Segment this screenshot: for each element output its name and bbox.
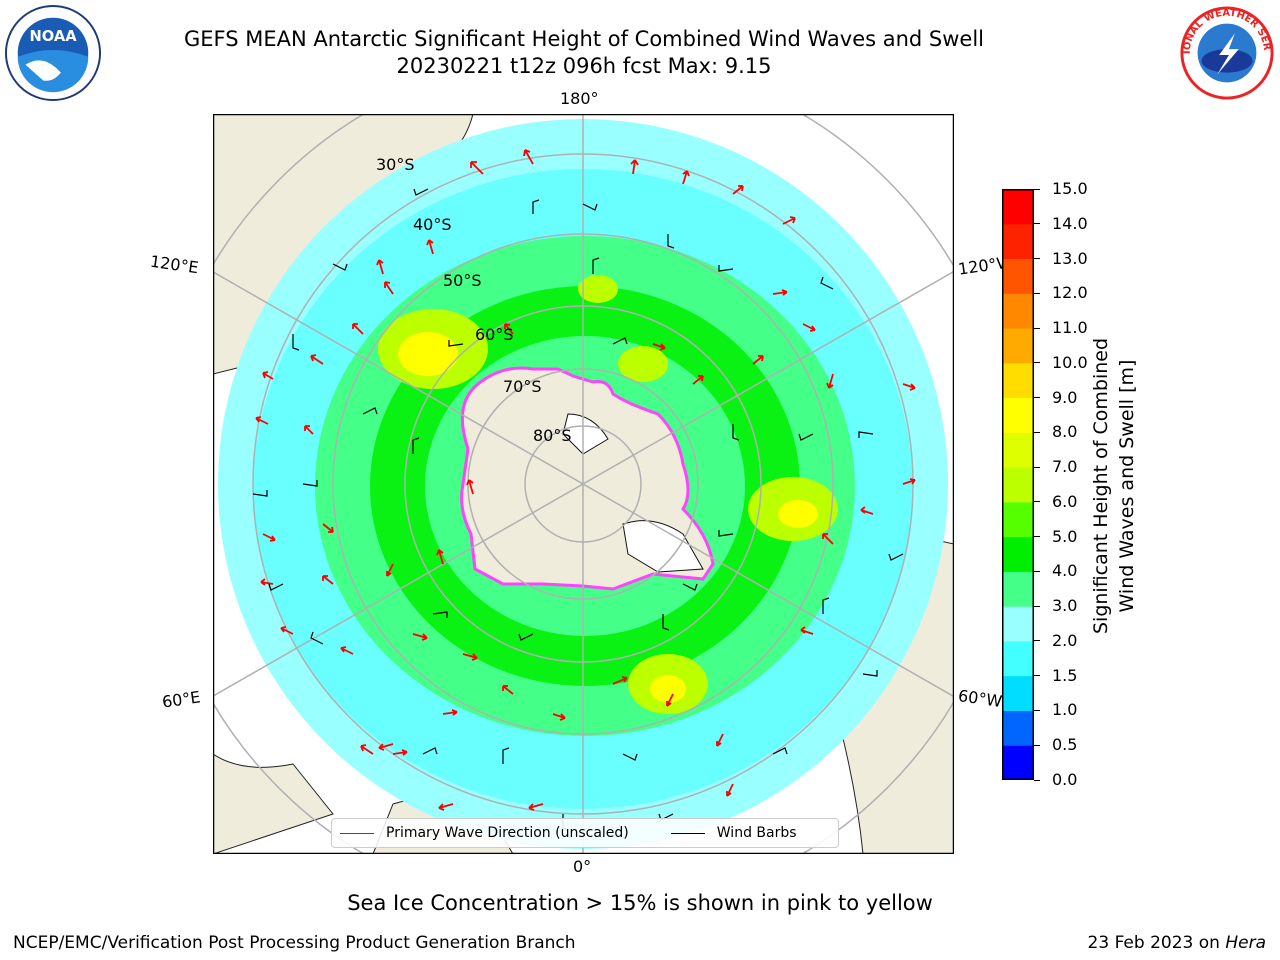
- colorbar-tick-mark: [1034, 327, 1040, 329]
- lon-label-60e: 60°E: [160, 687, 202, 712]
- lon-label-180: 180°: [560, 89, 599, 108]
- colorbar-tick-mark: [1034, 292, 1040, 294]
- colorbar-tick-label: 5.0: [1052, 526, 1078, 546]
- colorbar-tick-mark: [1034, 570, 1040, 572]
- legend-wind-label: Wind Barbs: [716, 825, 797, 841]
- colorbar-segment: [1002, 571, 1034, 607]
- sea-ice-edge: [460, 366, 715, 591]
- lat-label-40s: 40°S: [413, 215, 452, 234]
- colorbar-tick-mark: [1034, 431, 1040, 433]
- colorbar-segment: [1002, 223, 1034, 260]
- ice-shelf: [622, 520, 704, 573]
- colorbar-border: [1002, 189, 1034, 780]
- colorbar-tick-mark: [1034, 675, 1040, 677]
- wind-barbs: [252, 188, 904, 831]
- colorbar-tick-label: 12.0: [1052, 283, 1088, 303]
- colorbar-tick-label: 7.0: [1052, 457, 1078, 477]
- colorbar-segment: [1002, 710, 1034, 746]
- colorbar-tick-mark: [1034, 605, 1040, 607]
- colorbar-segment: [1002, 258, 1034, 294]
- wave-direction-arrows: [255, 149, 916, 811]
- colorbar-segment: [1002, 606, 1034, 642]
- colorbar-tick-label: 0.5: [1052, 735, 1078, 755]
- footer-date: 23 Feb 2023 on Hera: [1088, 933, 1266, 953]
- colorbar-tick-mark: [1034, 640, 1040, 642]
- colorbar-segment: [1002, 362, 1034, 399]
- footer-credit: NCEP/EMC/Verification Post Processing Pr…: [13, 933, 576, 953]
- legend-wind-line: [670, 832, 705, 834]
- lat-label-80s: 80°S: [533, 426, 572, 445]
- colorbar-segment: [1002, 675, 1034, 711]
- lon-label-0: 0°: [573, 857, 592, 876]
- noaa-logo-text: NOAA: [29, 28, 77, 45]
- colorbar-tick-label: 9.0: [1052, 387, 1078, 407]
- lat-label-70s: 70°S: [503, 377, 542, 396]
- land-africa: [213, 753, 334, 854]
- colorbar-segment: [1002, 293, 1034, 329]
- footer-date-text: 23 Feb 2023 on: [1087, 933, 1220, 953]
- colorbar-segment: [1002, 745, 1034, 780]
- map-subtitle: 20230221 t12z 096h fcst Max: 9.15: [396, 54, 772, 78]
- colorbar-tick-mark: [1034, 501, 1040, 503]
- ice-shelf-ross: [562, 413, 609, 455]
- colorbar: [1002, 189, 1034, 780]
- colorbar-segment: [1002, 397, 1034, 433]
- lat-label-60s: 60°S: [475, 325, 514, 344]
- footer-machine: Hera: [1225, 933, 1266, 953]
- colorbar-label-line2: Wind Waves and Swell [m]: [1116, 359, 1138, 613]
- colorbar-segment: [1002, 501, 1034, 538]
- colorbar-tick-mark: [1034, 709, 1040, 711]
- wave-high-4: [618, 346, 668, 382]
- colorbar-tick-mark: [1034, 397, 1040, 399]
- colorbar-tick-mark: [1034, 188, 1040, 190]
- lat-label-50s: 50°S: [443, 271, 482, 290]
- map-area: 30°S 40°S 50°S 60°S 70°S 80°S: [213, 114, 954, 854]
- colorbar-tick-mark: [1034, 258, 1040, 260]
- wave-high-2-core: [778, 500, 818, 528]
- colorbar-segment: [1002, 467, 1034, 503]
- legend-wave-direction: Primary Wave Direction (unscaled): [332, 825, 629, 841]
- colorbar-tick-label: 3.0: [1052, 596, 1078, 616]
- colorbar-segment: [1002, 328, 1034, 364]
- latitude-labels: 30°S 40°S 50°S 60°S 70°S 80°S: [376, 155, 572, 445]
- colorbar-tick-label: 11.0: [1052, 318, 1088, 338]
- colorbar-label-line1: Significant Height of Combined: [1090, 337, 1112, 635]
- colorbar-segment: [1002, 536, 1034, 572]
- wave-high-1-core: [398, 332, 458, 376]
- nws-logo: NATIONAL WEATHER SERVICE: [1178, 4, 1275, 101]
- lat-label-30s: 30°S: [376, 155, 415, 174]
- colorbar-tick-label: 1.0: [1052, 700, 1078, 720]
- lon-label-60w: 60°W: [956, 686, 1004, 711]
- colorbar-tick-mark: [1034, 362, 1040, 364]
- colorbar-tick-mark: [1034, 466, 1040, 468]
- colorbar-tick-mark: [1034, 744, 1040, 746]
- colorbar-tick-mark: [1034, 223, 1040, 225]
- sea-ice-note: Sea Ice Concentration > 15% is shown in …: [347, 891, 933, 915]
- colorbar-tick-label: 0.0: [1052, 770, 1078, 789]
- colorbar-segment: [1002, 432, 1034, 468]
- legend-wind-barbs: Wind Barbs: [663, 825, 797, 841]
- colorbar-tick-mark: [1034, 779, 1040, 781]
- wave-high-5: [578, 275, 618, 303]
- map-legend: Primary Wave Direction (unscaled) Wind B…: [331, 818, 839, 848]
- colorbar-tick-label: 15.0: [1052, 179, 1088, 198]
- colorbar-tick-label: 13.0: [1052, 248, 1088, 268]
- colorbar-tick-label: 2.0: [1052, 630, 1078, 650]
- legend-wave-line: [340, 832, 374, 834]
- colorbar-segment: [1002, 640, 1034, 677]
- colorbar-segment: [1002, 189, 1034, 225]
- colorbar-tick-label: 4.0: [1052, 561, 1078, 581]
- colorbar-tick-label: 8.0: [1052, 422, 1078, 442]
- colorbar-tick-label: 1.5: [1052, 665, 1078, 685]
- noaa-logo: NOAA: [4, 4, 102, 102]
- colorbar-tick-label: 6.0: [1052, 491, 1078, 511]
- wave-high-3-core: [650, 675, 686, 703]
- map-title: GEFS MEAN Antarctic Significant Height o…: [183, 27, 985, 51]
- legend-wave-label: Primary Wave Direction (unscaled): [386, 825, 629, 841]
- map-border: [213, 114, 954, 854]
- colorbar-tick-label: 14.0: [1052, 213, 1088, 233]
- colorbar-tick-label: 10.0: [1052, 352, 1088, 372]
- colorbar-tick-mark: [1034, 536, 1040, 538]
- lon-label-120e: 120°E: [148, 251, 200, 278]
